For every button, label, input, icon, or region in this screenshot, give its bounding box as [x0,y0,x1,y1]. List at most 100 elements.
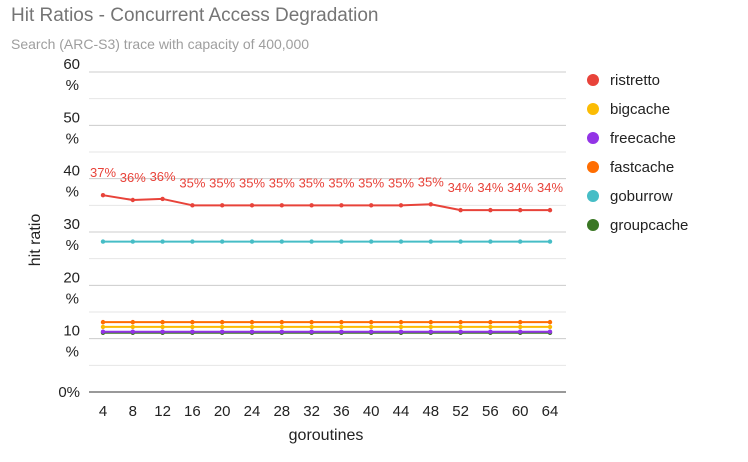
data-point-ristretto [398,203,404,208]
data-point-ristretto [488,207,493,213]
data-point-goburrow [220,239,225,244]
data-point-freecache [130,329,135,334]
data-point-fastcache [547,319,553,325]
legend-label-groupcache: groupcache [610,217,688,234]
data-point-freecache [160,329,165,334]
x-tick-label: 56 [482,403,499,420]
data-point-bigcache [339,324,344,330]
data-label-ristretto: 34% [477,180,503,195]
y-tick-label: 40 [63,163,80,180]
data-point-goburrow [547,239,553,244]
legend-label-freecache: freecache [610,130,676,147]
data-point-ristretto [220,203,225,208]
data-point-ristretto [100,193,106,198]
legend-marker-fastcache [587,161,599,173]
data-point-freecache [220,329,225,334]
legend-label-bigcache: bigcache [610,101,670,118]
data-point-freecache [309,329,314,334]
data-label-ristretto: 37% [90,165,116,180]
data-label-ristretto: 35% [418,174,444,189]
legend-marker-bigcache [587,103,599,115]
data-point-fastcache [220,319,225,325]
data-point-goburrow [488,239,493,244]
data-point-bigcache [130,324,135,330]
data-point-bigcache [160,324,165,330]
data-point-ristretto [428,202,433,207]
data-point-fastcache [100,319,106,325]
data-point-bigcache [518,324,523,330]
data-point-freecache [100,329,106,334]
data-point-freecache [190,329,195,334]
data-point-ristretto [309,203,314,208]
data-label-ristretto: 34% [448,180,474,195]
chart-subtitle: Search (ARC-S3) trace with capacity of 4… [11,36,310,52]
data-point-fastcache [190,319,195,325]
data-point-ristretto [249,203,255,208]
y-tick-label: % [66,130,79,147]
x-tick-label: 28 [273,403,290,420]
data-point-bigcache [309,324,314,330]
data-point-fastcache [369,319,374,325]
data-label-ristretto: 35% [179,175,205,190]
data-point-freecache [339,329,344,334]
data-point-bigcache [428,324,433,330]
data-point-fastcache [518,319,523,325]
x-tick-label: 4 [99,403,107,420]
data-point-freecache [249,329,255,334]
data-label-ristretto: 35% [299,175,325,190]
legend-marker-goburrow [587,190,599,202]
data-point-goburrow [458,239,463,244]
data-point-goburrow [428,239,433,244]
data-point-bigcache [488,324,493,330]
data-point-goburrow [249,239,255,244]
y-tick-label: % [66,184,79,201]
data-label-ristretto: 35% [328,175,354,190]
y-tick-label: 50 [63,109,80,126]
x-tick-label: 36 [333,403,350,420]
x-axis-title: goroutines [289,427,364,444]
data-point-goburrow [339,239,344,244]
data-point-freecache [279,329,284,334]
data-point-goburrow [309,239,314,244]
data-point-goburrow [398,239,404,244]
y-tick-label: 0% [58,384,80,401]
y-tick-label: 30 [63,216,80,233]
data-label-ristretto: 35% [209,175,235,190]
y-tick-label: % [66,237,79,254]
x-tick-label: 12 [154,403,171,420]
data-point-freecache [398,329,404,334]
data-point-bigcache [398,324,404,330]
x-tick-label: 60 [512,403,529,420]
y-tick-label: % [66,290,79,307]
data-point-fastcache [130,319,135,325]
data-point-freecache [518,329,523,334]
data-point-bigcache [547,324,553,330]
legend-marker-ristretto [587,74,599,86]
data-point-ristretto [130,197,135,203]
y-tick-label: 10 [63,323,80,340]
data-point-freecache [458,329,463,334]
legend-label-goburrow: goburrow [610,188,673,205]
y-tick-label: % [66,344,79,361]
data-label-ristretto: 35% [239,175,265,190]
x-tick-label: 20 [214,403,231,420]
data-point-goburrow [130,239,135,244]
data-point-fastcache [160,319,165,325]
data-point-fastcache [458,319,463,325]
data-point-bigcache [458,324,463,330]
data-point-fastcache [249,319,255,325]
x-tick-label: 52 [452,403,469,420]
legend-marker-freecache [587,132,599,144]
data-point-bigcache [369,324,374,330]
x-tick-label: 48 [422,403,439,420]
data-label-ristretto: 34% [507,180,533,195]
x-tick-label: 32 [303,403,320,420]
data-point-fastcache [398,319,404,325]
data-point-goburrow [369,239,374,244]
data-point-freecache [547,329,553,334]
data-point-bigcache [100,324,106,330]
data-point-goburrow [518,239,523,244]
legend-marker-groupcache [587,219,599,231]
data-point-ristretto [458,207,463,213]
data-point-bigcache [190,324,195,330]
